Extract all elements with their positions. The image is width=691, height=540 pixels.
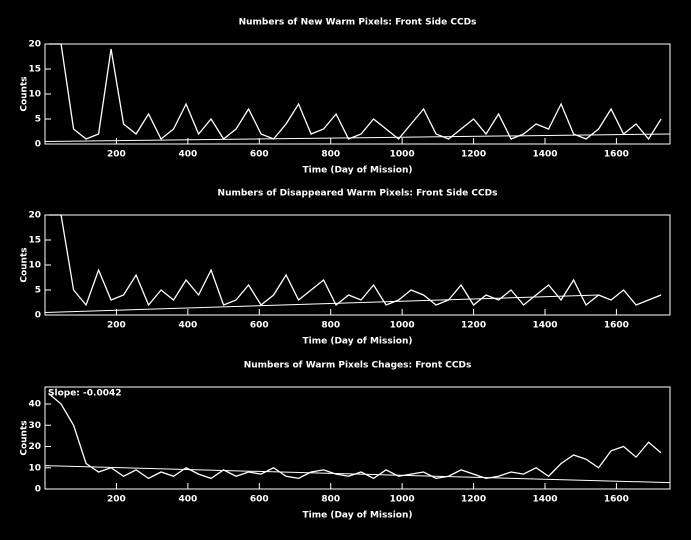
chart-title: Numbers of Disappeared Warm Pixels: Fron… <box>218 189 498 199</box>
y-tick-label: 40 <box>28 400 41 410</box>
data-line <box>48 43 662 141</box>
x-tick-label: 800 <box>321 495 340 505</box>
x-tick-label: 400 <box>178 495 197 505</box>
y-tick-label: 5 <box>35 286 41 296</box>
x-tick-label: 1600 <box>604 321 629 331</box>
x-tick-label: 200 <box>107 321 126 331</box>
x-tick-label: 800 <box>321 321 340 331</box>
x-tick-label: 200 <box>107 150 126 160</box>
y-tick-label: 10 <box>28 261 41 271</box>
y-tick-label: 20 <box>28 442 41 452</box>
x-axis-label: Time (Day of Mission) <box>303 337 413 347</box>
x-tick-label: 400 <box>178 321 197 331</box>
x-tick-label: 200 <box>107 495 126 505</box>
fit-line <box>44 465 671 484</box>
y-tick-label: 5 <box>35 115 41 125</box>
data-line <box>48 392 662 480</box>
y-tick-label: 10 <box>28 463 41 473</box>
y-tick-label: 0 <box>35 311 41 321</box>
y-axis-label: Counts <box>20 420 30 455</box>
x-tick-label: 1600 <box>604 495 629 505</box>
x-axis-label: Time (Day of Mission) <box>303 166 413 176</box>
y-tick-label: 15 <box>28 65 41 75</box>
y-tick-label: 0 <box>35 140 41 150</box>
y-tick-label: 15 <box>28 236 41 246</box>
x-axis-label: Time (Day of Mission) <box>303 511 413 521</box>
x-tick-label: 1200 <box>461 321 486 331</box>
x-tick-label: 1000 <box>390 321 415 331</box>
y-tick-label: 20 <box>28 211 41 221</box>
chart-title: Numbers of New Warm Pixels: Front Side C… <box>239 18 477 28</box>
x-tick-label: 1200 <box>461 150 486 160</box>
x-tick-label: 600 <box>250 150 269 160</box>
annotation: Slope: -0.0042 <box>48 389 122 399</box>
fit-line <box>44 294 599 313</box>
x-tick-label: 1400 <box>532 495 557 505</box>
fit-line <box>44 133 671 142</box>
x-tick-label: 600 <box>250 321 269 331</box>
x-tick-label: 600 <box>250 495 269 505</box>
data-line <box>48 214 662 307</box>
plot-frame <box>44 43 671 145</box>
y-tick-label: 30 <box>28 421 41 431</box>
y-tick-label: 0 <box>35 485 41 495</box>
x-tick-label: 1000 <box>390 495 415 505</box>
y-tick-label: 20 <box>28 40 41 50</box>
x-tick-label: 1400 <box>532 321 557 331</box>
x-tick-label: 400 <box>178 150 197 160</box>
x-tick-label: 1000 <box>390 150 415 160</box>
y-axis-label: Counts <box>20 247 30 282</box>
y-axis-label: Counts <box>20 76 30 111</box>
x-tick-label: 800 <box>321 150 340 160</box>
x-tick-label: 1200 <box>461 495 486 505</box>
x-tick-label: 1600 <box>604 150 629 160</box>
plot-frame <box>44 214 671 316</box>
chart-title: Numbers of Warm Pixels Chages: Front CCD… <box>244 361 472 371</box>
y-tick-label: 10 <box>28 90 41 100</box>
plot-frame <box>44 386 671 490</box>
x-tick-label: 1400 <box>532 150 557 160</box>
